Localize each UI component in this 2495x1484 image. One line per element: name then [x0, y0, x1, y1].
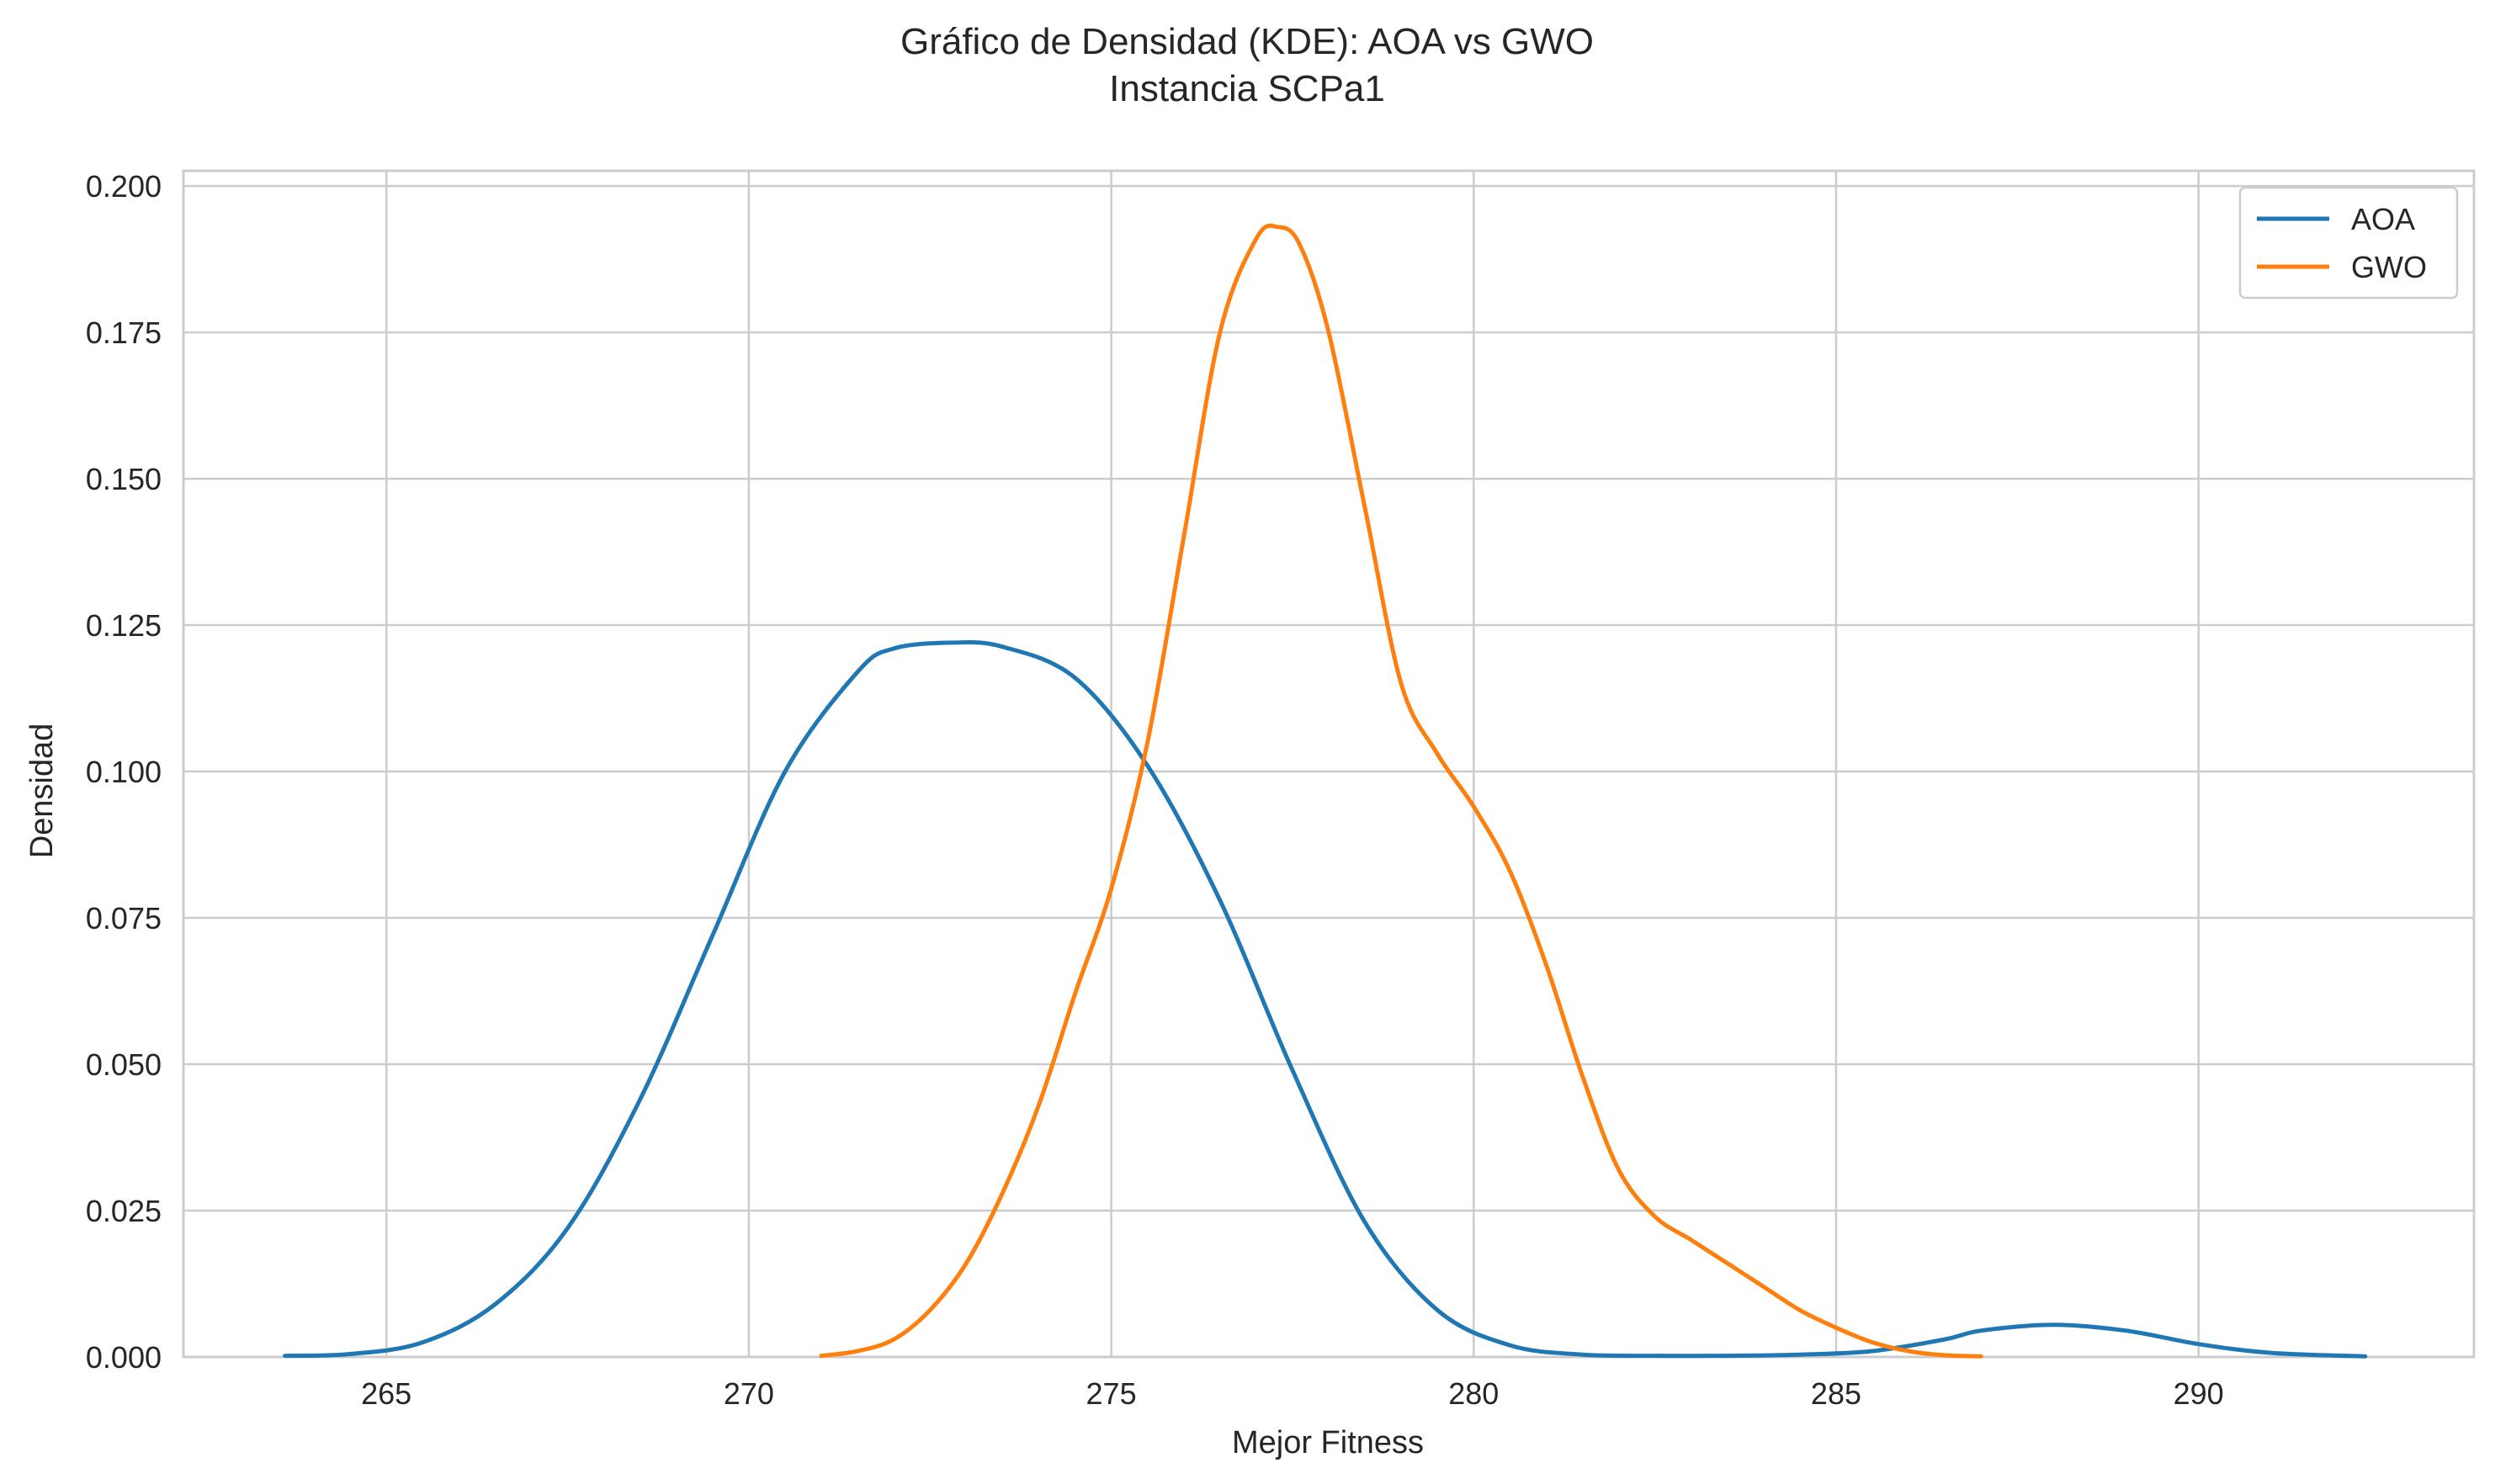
- legend-label-aoa: AOA: [2351, 202, 2415, 236]
- y-tick-label: 0.150: [86, 462, 162, 496]
- x-axis-label: Mejor Fitness: [1232, 1425, 1424, 1460]
- legend: AOA GWO: [2238, 186, 2459, 299]
- x-axis-ticks: 265 270 275 280 285 290: [361, 1376, 2224, 1411]
- y-tick-label: 0.000: [86, 1340, 162, 1375]
- series-line-gwo: [819, 223, 1983, 1359]
- chart-title: Gráfico de Densidad (KDE): AOA vs GWO: [900, 21, 1594, 62]
- y-tick-label: 0.200: [86, 169, 162, 204]
- y-tick-label: 0.050: [86, 1047, 162, 1082]
- y-axis-ticks: 0.000 0.025 0.050 0.075 0.100 0.125 0.150 0.175…: [86, 169, 162, 1375]
- y-tick-label: 0.075: [86, 901, 162, 935]
- legend-label-gwo: GWO: [2351, 250, 2427, 284]
- series-lines: [283, 223, 2368, 1359]
- y-tick-label: 0.100: [86, 755, 162, 789]
- chart-subtitle: Instancia SCPa1: [1109, 68, 1385, 109]
- x-tick-label: 285: [1811, 1376, 1861, 1411]
- x-tick-label: 265: [361, 1376, 411, 1411]
- y-tick-label: 0.025: [86, 1194, 162, 1228]
- plot-area-frame: [182, 169, 2476, 1359]
- x-tick-label: 290: [2174, 1376, 2224, 1411]
- y-tick-label: 0.125: [86, 608, 162, 643]
- y-tick-label: 0.175: [86, 315, 162, 350]
- x-tick-label: 275: [1086, 1376, 1137, 1411]
- series-line-aoa: [283, 639, 2368, 1359]
- legend-box: [2238, 186, 2459, 299]
- x-tick-label: 270: [724, 1376, 774, 1411]
- x-tick-label: 280: [1448, 1376, 1499, 1411]
- y-axis-label: Densidad: [24, 723, 60, 859]
